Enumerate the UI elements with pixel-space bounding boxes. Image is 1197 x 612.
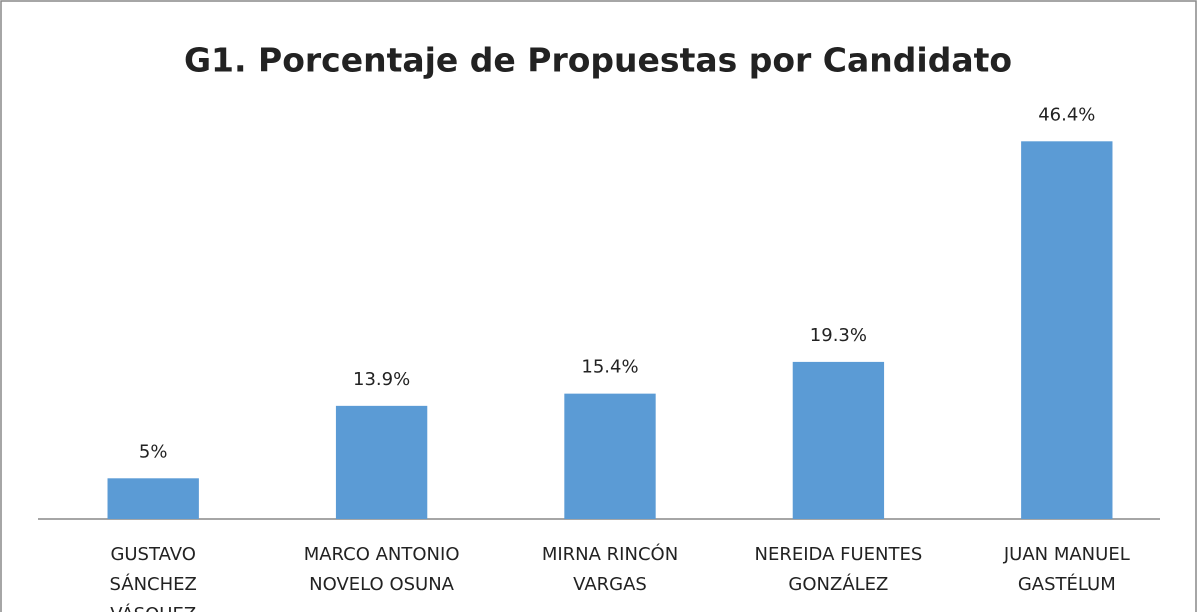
data-label: 15.4% (581, 357, 638, 378)
bar (335, 405, 428, 519)
data-label: 13.9% (353, 369, 410, 390)
bar (792, 361, 885, 519)
x-tick-label: MIRNA RINCÓN VARGAS (541, 544, 679, 595)
x-tick-label: GUSTAVO SÁNCHEZ VÁSQUEZ (109, 544, 197, 612)
data-label: 5% (139, 441, 168, 462)
bar (564, 393, 656, 519)
x-tick-label: MARCO ANTONIO NOVELO OSUNA (303, 544, 460, 595)
chart-title: G1. Porcentaje de Propuestas por Candida… (184, 41, 1012, 80)
x-tick-label: JUAN MANUEL GASTÉLUM (1003, 544, 1130, 595)
x-tick-label: NEREIDA FUENTES GONZÁLEZ (754, 544, 923, 595)
bar (1021, 141, 1113, 519)
data-label: 19.3% (810, 325, 867, 346)
bar (107, 478, 199, 519)
data-label: 46.4% (1038, 104, 1095, 125)
